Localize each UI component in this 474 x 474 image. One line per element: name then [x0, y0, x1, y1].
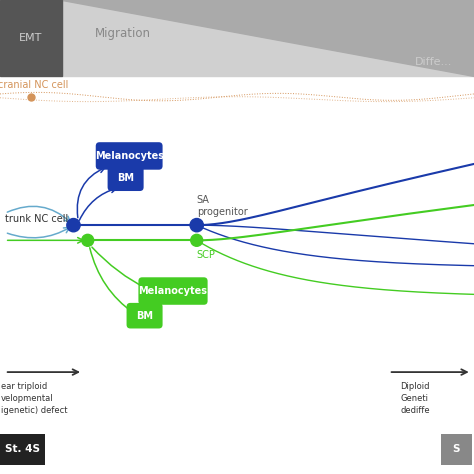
Circle shape	[190, 219, 203, 232]
Text: dediffe: dediffe	[401, 406, 430, 414]
Text: cranial NC cell: cranial NC cell	[0, 80, 68, 90]
Text: EMT: EMT	[19, 33, 43, 43]
Bar	[0, 0, 62, 76]
Bar	[441, 434, 472, 465]
Circle shape	[82, 234, 94, 246]
FancyBboxPatch shape	[96, 142, 163, 170]
Text: Diffe...: Diffe...	[415, 56, 452, 67]
Point	[27, 93, 35, 101]
Text: BM: BM	[117, 173, 134, 183]
Text: velopmental: velopmental	[1, 394, 54, 402]
Text: igenetic) defect: igenetic) defect	[1, 406, 67, 414]
Circle shape	[191, 234, 203, 246]
Text: St. 4S: St. 4S	[5, 444, 40, 454]
Text: SA
progenitor: SA progenitor	[197, 195, 247, 218]
Polygon shape	[62, 0, 474, 76]
Text: SCP: SCP	[197, 250, 216, 260]
Text: ear triploid: ear triploid	[1, 382, 47, 391]
Text: S: S	[453, 444, 460, 454]
FancyBboxPatch shape	[108, 165, 144, 191]
Circle shape	[67, 219, 80, 232]
Text: Melanocytes: Melanocytes	[138, 286, 208, 296]
Text: trunk NC cell: trunk NC cell	[5, 214, 68, 224]
FancyBboxPatch shape	[127, 303, 163, 328]
Polygon shape	[62, 0, 474, 76]
Text: Diploid: Diploid	[401, 382, 430, 391]
Bar	[0, 434, 45, 465]
Text: Melanocytes: Melanocytes	[95, 151, 164, 161]
Text: BM: BM	[136, 310, 153, 321]
FancyBboxPatch shape	[138, 277, 208, 305]
Text: Geneti: Geneti	[401, 394, 428, 402]
Text: Migration: Migration	[95, 27, 151, 40]
